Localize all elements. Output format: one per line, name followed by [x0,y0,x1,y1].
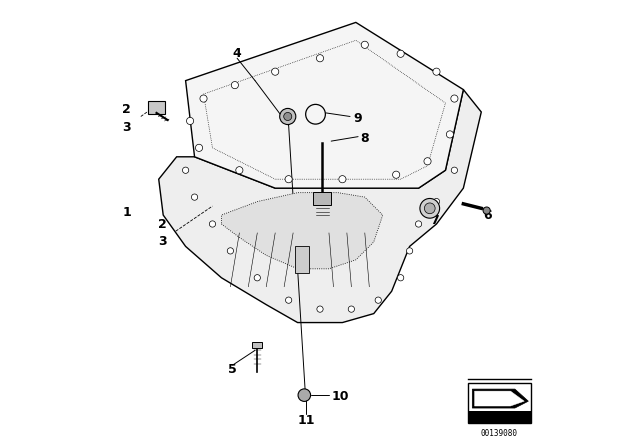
Circle shape [392,171,400,178]
Circle shape [316,55,324,62]
Circle shape [317,306,323,312]
Circle shape [280,108,296,125]
Circle shape [446,131,454,138]
Text: 10: 10 [332,390,349,403]
Text: 5: 5 [228,363,237,376]
Circle shape [424,203,435,214]
FancyBboxPatch shape [148,101,165,114]
Polygon shape [186,22,463,188]
Circle shape [284,112,292,121]
Circle shape [420,198,440,218]
Circle shape [186,117,194,125]
Circle shape [415,221,422,227]
Circle shape [397,275,404,281]
Text: 4: 4 [233,47,241,60]
FancyBboxPatch shape [252,342,262,348]
Text: 8: 8 [360,132,369,146]
Text: 2: 2 [122,103,131,116]
Text: 00139080: 00139080 [481,429,518,438]
Circle shape [361,41,369,48]
Circle shape [397,50,404,57]
Circle shape [209,221,216,227]
Circle shape [271,68,279,75]
Text: 2: 2 [158,217,166,231]
Circle shape [433,198,440,205]
Circle shape [451,167,458,173]
Circle shape [285,176,292,183]
Circle shape [483,207,490,214]
FancyBboxPatch shape [468,411,531,423]
Circle shape [298,389,310,401]
Text: 11: 11 [298,414,316,427]
Circle shape [191,194,198,200]
Text: 6: 6 [484,208,492,222]
Polygon shape [159,90,481,323]
Text: 3: 3 [158,235,166,249]
Text: 1: 1 [122,206,131,220]
Circle shape [200,95,207,102]
Circle shape [451,95,458,102]
Circle shape [433,68,440,75]
Text: 3: 3 [122,121,131,134]
Circle shape [339,176,346,183]
FancyBboxPatch shape [314,192,332,205]
Text: 9: 9 [354,112,362,125]
Polygon shape [221,193,383,269]
Text: 7: 7 [430,214,438,227]
Circle shape [285,297,292,303]
Circle shape [182,167,189,173]
Circle shape [406,248,413,254]
Circle shape [375,297,381,303]
Circle shape [254,275,260,281]
Polygon shape [472,389,529,408]
Polygon shape [475,391,524,406]
Circle shape [424,158,431,165]
Circle shape [231,82,239,89]
Circle shape [195,144,203,151]
FancyBboxPatch shape [468,383,531,423]
Circle shape [227,248,234,254]
FancyBboxPatch shape [296,246,309,273]
Circle shape [348,306,355,312]
Circle shape [236,167,243,174]
